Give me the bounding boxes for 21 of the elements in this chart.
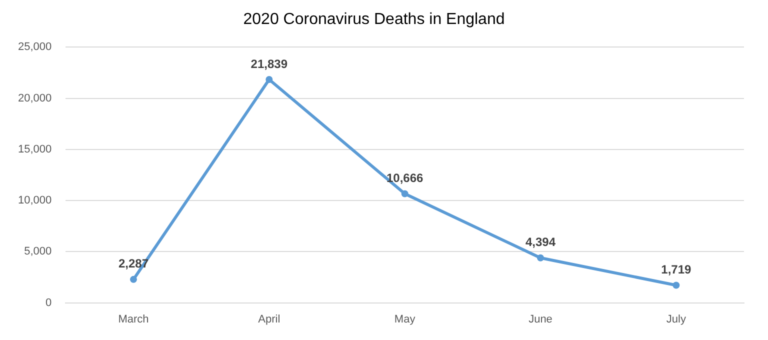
point — [266, 76, 273, 84]
y-tick-label: 25,000 — [18, 41, 52, 54]
chart-title: 2020 Coronavirus Deaths in England — [243, 11, 505, 28]
x-tick-label: May — [394, 313, 416, 326]
point — [130, 276, 137, 283]
data-label: 21,839 — [250, 56, 288, 71]
data-label: 1,719 — [661, 262, 692, 277]
x-tick-label: June — [528, 313, 552, 326]
x-tick-label: April — [258, 313, 280, 326]
y-tick-label: 15,000 — [18, 143, 52, 156]
x-tick-label: March — [118, 313, 149, 326]
y-tick-label: 5,000 — [24, 246, 52, 258]
y-tick-label: 20,000 — [18, 92, 52, 104]
x-tick-label: July — [666, 313, 686, 326]
point — [672, 282, 680, 289]
y-tick-label: 0 — [46, 296, 52, 309]
data-label: 4,394 — [525, 235, 556, 250]
point — [536, 254, 544, 262]
y-tick-label: 10,000 — [18, 194, 52, 207]
data-label: 10,666 — [386, 171, 424, 186]
point — [401, 190, 408, 198]
